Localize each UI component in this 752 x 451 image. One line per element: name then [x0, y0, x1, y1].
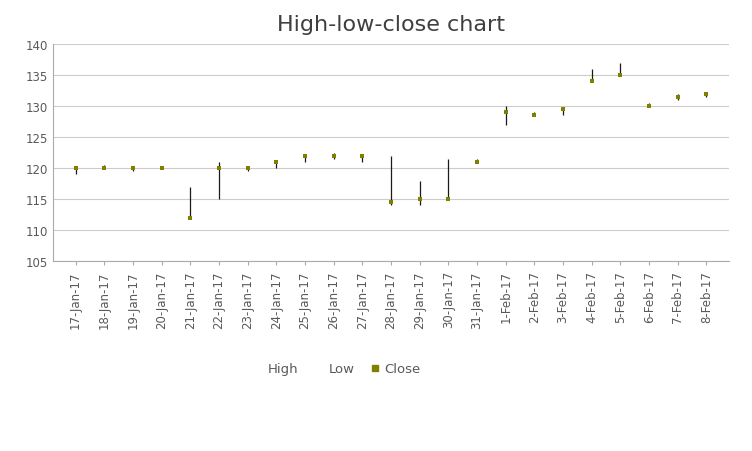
Point: [127, 165, 139, 172]
Point: [270, 159, 282, 166]
Point: [385, 199, 397, 207]
Title: High-low-close chart: High-low-close chart: [277, 15, 505, 35]
Point: [442, 196, 454, 203]
Legend: High, Low, Close: High, Low, Close: [247, 357, 426, 381]
Point: [241, 165, 253, 172]
Point: [471, 159, 483, 166]
Point: [529, 113, 541, 120]
Point: [643, 103, 655, 110]
Point: [213, 165, 225, 172]
Point: [328, 153, 340, 160]
Point: [184, 215, 196, 222]
Point: [156, 165, 168, 172]
Point: [614, 73, 626, 80]
Point: [299, 153, 311, 160]
Point: [557, 106, 569, 114]
Point: [99, 165, 111, 172]
Point: [500, 110, 512, 117]
Point: [586, 78, 598, 86]
Point: [700, 91, 712, 98]
Point: [414, 196, 426, 203]
Point: [672, 94, 684, 101]
Point: [70, 165, 82, 172]
Point: [356, 153, 368, 160]
